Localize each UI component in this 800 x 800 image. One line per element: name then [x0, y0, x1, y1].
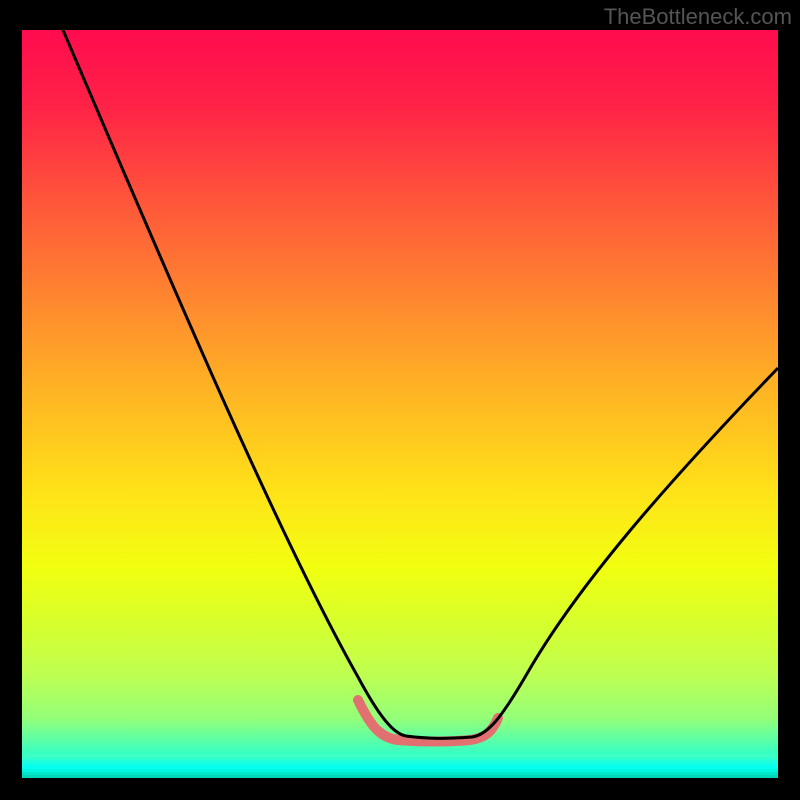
watermark-text: TheBottleneck.com — [604, 4, 792, 30]
bottom-stripe — [22, 763, 778, 766]
bottleneck-curve-chart — [0, 0, 800, 800]
bottom-stripe — [22, 775, 778, 778]
chart-container: TheBottleneck.com — [0, 0, 800, 800]
bottom-stripe — [22, 760, 778, 763]
bottom-stripe — [22, 772, 778, 775]
plot-area-gradient — [22, 30, 778, 778]
bottom-stripe — [22, 769, 778, 772]
bottom-stripe — [22, 757, 778, 760]
bottom-stripe — [22, 766, 778, 769]
bottom-stripe — [22, 754, 778, 757]
